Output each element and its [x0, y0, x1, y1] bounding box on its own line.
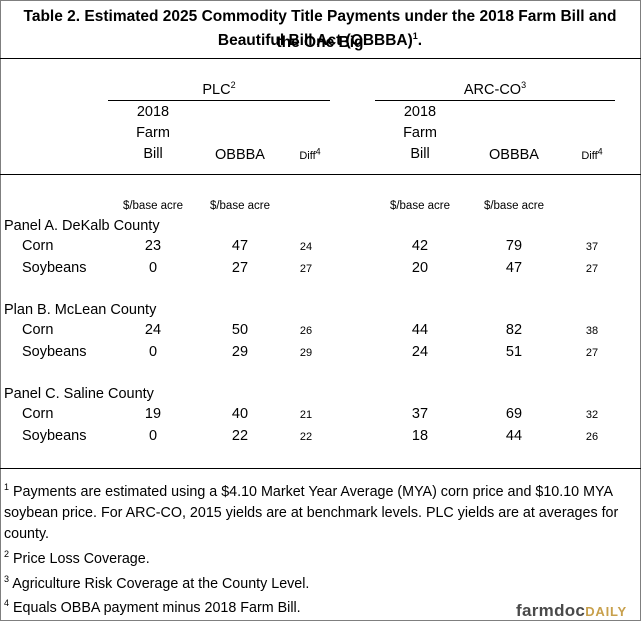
crop-label: Soybeans: [22, 344, 87, 360]
table-cell: 19: [144, 406, 162, 422]
table-cell: 29: [231, 344, 249, 360]
arc-col-diff: Diff4: [581, 146, 603, 162]
table-cell: 24: [144, 322, 162, 338]
table-cell: 23: [144, 238, 162, 254]
panel-label: Plan B. McLean County: [4, 302, 157, 318]
footnote-1-line-3: county.: [4, 526, 50, 542]
footnote-3: 3 Agriculture Risk Coverage at the Count…: [4, 574, 310, 592]
header-divider: [0, 174, 641, 175]
table-cell: 21: [299, 409, 313, 421]
arc-obbba-units: $/base acre: [483, 200, 545, 212]
table-cell: 79: [505, 238, 523, 254]
table-cell: 42: [411, 238, 429, 254]
title-divider: [0, 58, 641, 59]
table-cell: 51: [505, 344, 523, 360]
table-cell: 37: [585, 241, 599, 253]
footnote-1-line-1: 1 Payments are estimated using a $4.10 M…: [4, 482, 614, 500]
table-cell: 24: [411, 344, 429, 360]
plc-col-diff: Diff4: [299, 146, 321, 162]
arc-col-2018-line3: Bill: [410, 146, 430, 162]
table-cell: 32: [585, 409, 599, 421]
arc-col-obbba: OBBBA: [489, 147, 539, 163]
footnote-1-line-2: soybean price. For ARC-CO, 2015 yields a…: [4, 505, 619, 521]
body-divider: [0, 468, 641, 469]
footnote-2: 2 Price Loss Coverage.: [4, 549, 150, 567]
table-cell: 37: [411, 406, 429, 422]
table-cell: 40: [231, 406, 249, 422]
table-cell: 18: [411, 428, 429, 444]
table-cell: 22: [231, 428, 249, 444]
table-cell: 69: [505, 406, 523, 422]
crop-label: Soybeans: [22, 428, 87, 444]
plc-col-2018-line2: Farm: [136, 125, 170, 141]
plc-2018-units: $/base acre: [122, 200, 184, 212]
table-cell: 22: [299, 431, 313, 443]
plc-obbba-units: $/base acre: [209, 200, 271, 212]
table-cell: 38: [585, 325, 599, 337]
table-cell: 44: [505, 428, 523, 444]
table-cell: 0: [148, 428, 158, 444]
crop-label: Corn: [22, 322, 54, 338]
table-cell: 0: [148, 344, 158, 360]
arc-col-2018-line1: 2018: [403, 104, 437, 120]
plc-col-obbba: OBBBA: [215, 147, 265, 163]
arc-col-2018-line2: Farm: [403, 125, 437, 141]
plc-group-underline: [108, 100, 330, 101]
arc-group-header: ARC-CO3: [463, 80, 527, 98]
plc-group-header: PLC2: [202, 80, 236, 98]
farmdoc-daily-logo: farmdocDAILY: [516, 601, 627, 620]
table-cell: 27: [231, 260, 249, 276]
panel-label: Panel C. Saline County: [4, 386, 154, 402]
table-cell: 24: [299, 241, 313, 253]
crop-label: Corn: [22, 406, 54, 422]
plc-col-2018-line1: 2018: [136, 104, 170, 120]
table-cell: 47: [505, 260, 523, 276]
table-cell: 0: [148, 260, 158, 276]
table-title-line-1: Table 2. Estimated 2025 Commodity Title …: [23, 8, 617, 51]
arc-2018-units: $/base acre: [389, 200, 451, 212]
panel-label: Panel A. DeKalb County: [4, 218, 160, 234]
table-cell: 27: [585, 263, 599, 275]
table-cell: 47: [231, 238, 249, 254]
table-cell: 27: [585, 347, 599, 359]
table-cell: 44: [411, 322, 429, 338]
footnote-4: 4 Equals OBBA payment minus 2018 Farm Bi…: [4, 598, 301, 616]
table-cell: 26: [299, 325, 313, 337]
table-cell: 27: [299, 263, 313, 275]
table-cell: 20: [411, 260, 429, 276]
crop-label: Soybeans: [22, 260, 87, 276]
table-cell: 82: [505, 322, 523, 338]
table-title-line-2: Beautiful Bill Act (OBBBA)1.: [217, 30, 423, 49]
arc-group-underline: [375, 100, 615, 101]
table-cell: 26: [585, 431, 599, 443]
plc-col-2018-line3: Bill: [143, 146, 163, 162]
crop-label: Corn: [22, 238, 54, 254]
table-cell: 50: [231, 322, 249, 338]
table-cell: 29: [299, 347, 313, 359]
